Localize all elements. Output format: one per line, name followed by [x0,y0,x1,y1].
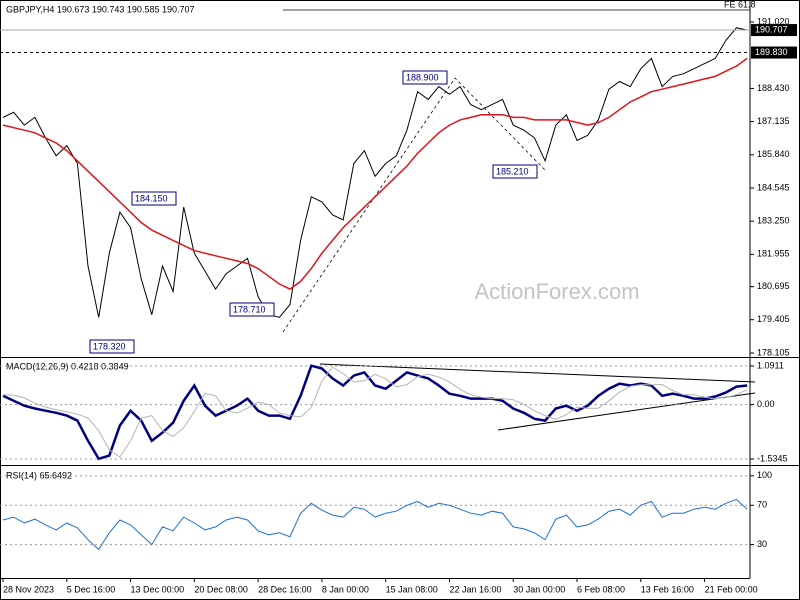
y-tick-label: 191.020 [757,16,790,26]
y-tick-label: 178.105 [757,347,790,357]
trend-line [282,77,546,333]
y-tick-label: 180.695 [757,281,790,291]
trend-line [497,392,756,431]
x-tick-label: 8 Jan 00:00 [322,584,369,594]
x-tick-label: 22 Jan 16:00 [449,584,501,594]
y-tick-label: 1.0911 [757,360,784,370]
y-tick-label: 70 [757,500,767,510]
chart-title: GBPJPY,H4 190.673 190.743 190.585 190.70… [6,4,195,14]
y-tick-label: 188.430 [757,83,790,93]
x-tick-label: 28 Dec 16:00 [258,584,312,594]
annotation: 184.150 [135,193,168,203]
x-tick-label: 20 Dec 08:00 [194,584,248,594]
y-tick-label: 183.250 [757,216,790,226]
x-tick-label: 21 Feb 00:00 [705,584,758,594]
annotation: 178.710 [233,304,266,314]
annotation-box [402,70,448,85]
series-line [2,366,748,458]
annotation: 178.320 [93,341,126,351]
x-tick-label: 30 Jan 00:00 [513,584,565,594]
annotation-box [229,302,275,317]
annotation: FE 61.8 [724,0,756,9]
annotation-box [131,191,177,206]
price-tag-label: 190.707 [755,24,788,34]
y-tick-label: 0.00 [757,399,775,409]
price-tag [751,46,797,59]
y-tick-label: -1.5345 [757,453,788,463]
series-line [2,498,748,551]
x-tick-label: 6 Feb 08:00 [577,584,625,594]
price-tag-label: 189.830 [755,47,788,57]
x-tick-label: 15 Jan 08:00 [386,584,438,594]
annotation-box [492,164,538,179]
annotation: 188.900 [406,72,439,82]
series-line [2,27,748,318]
y-tick-label: 187.135 [757,116,790,126]
panel-title: MACD(12,26,9) 0.4218 0.3849 [6,361,129,371]
trend-line [319,363,756,383]
y-tick-label: 100 [757,470,772,480]
y-tick-label: 179.405 [757,314,790,324]
x-tick-label: 13 Dec 00:00 [131,584,185,594]
y-tick-label: 30 [757,539,767,549]
annotation: 185.210 [496,166,529,176]
watermark: ActionForex.com [474,279,639,304]
y-tick-label: 181.955 [757,249,790,259]
y-tick-label: 185.840 [757,149,790,159]
x-tick-label: 13 Feb 16:00 [641,584,694,594]
x-tick-label: 5 Dec 16:00 [67,584,116,594]
y-tick-label: 184.545 [757,182,790,192]
price-tag [751,24,797,37]
series-line [2,364,748,461]
panel-title: RSI(14) 65.6492 [6,470,72,480]
series-line [2,57,748,290]
x-tick-label: 28 Nov 2023 [3,584,54,594]
annotation-box [89,339,135,354]
